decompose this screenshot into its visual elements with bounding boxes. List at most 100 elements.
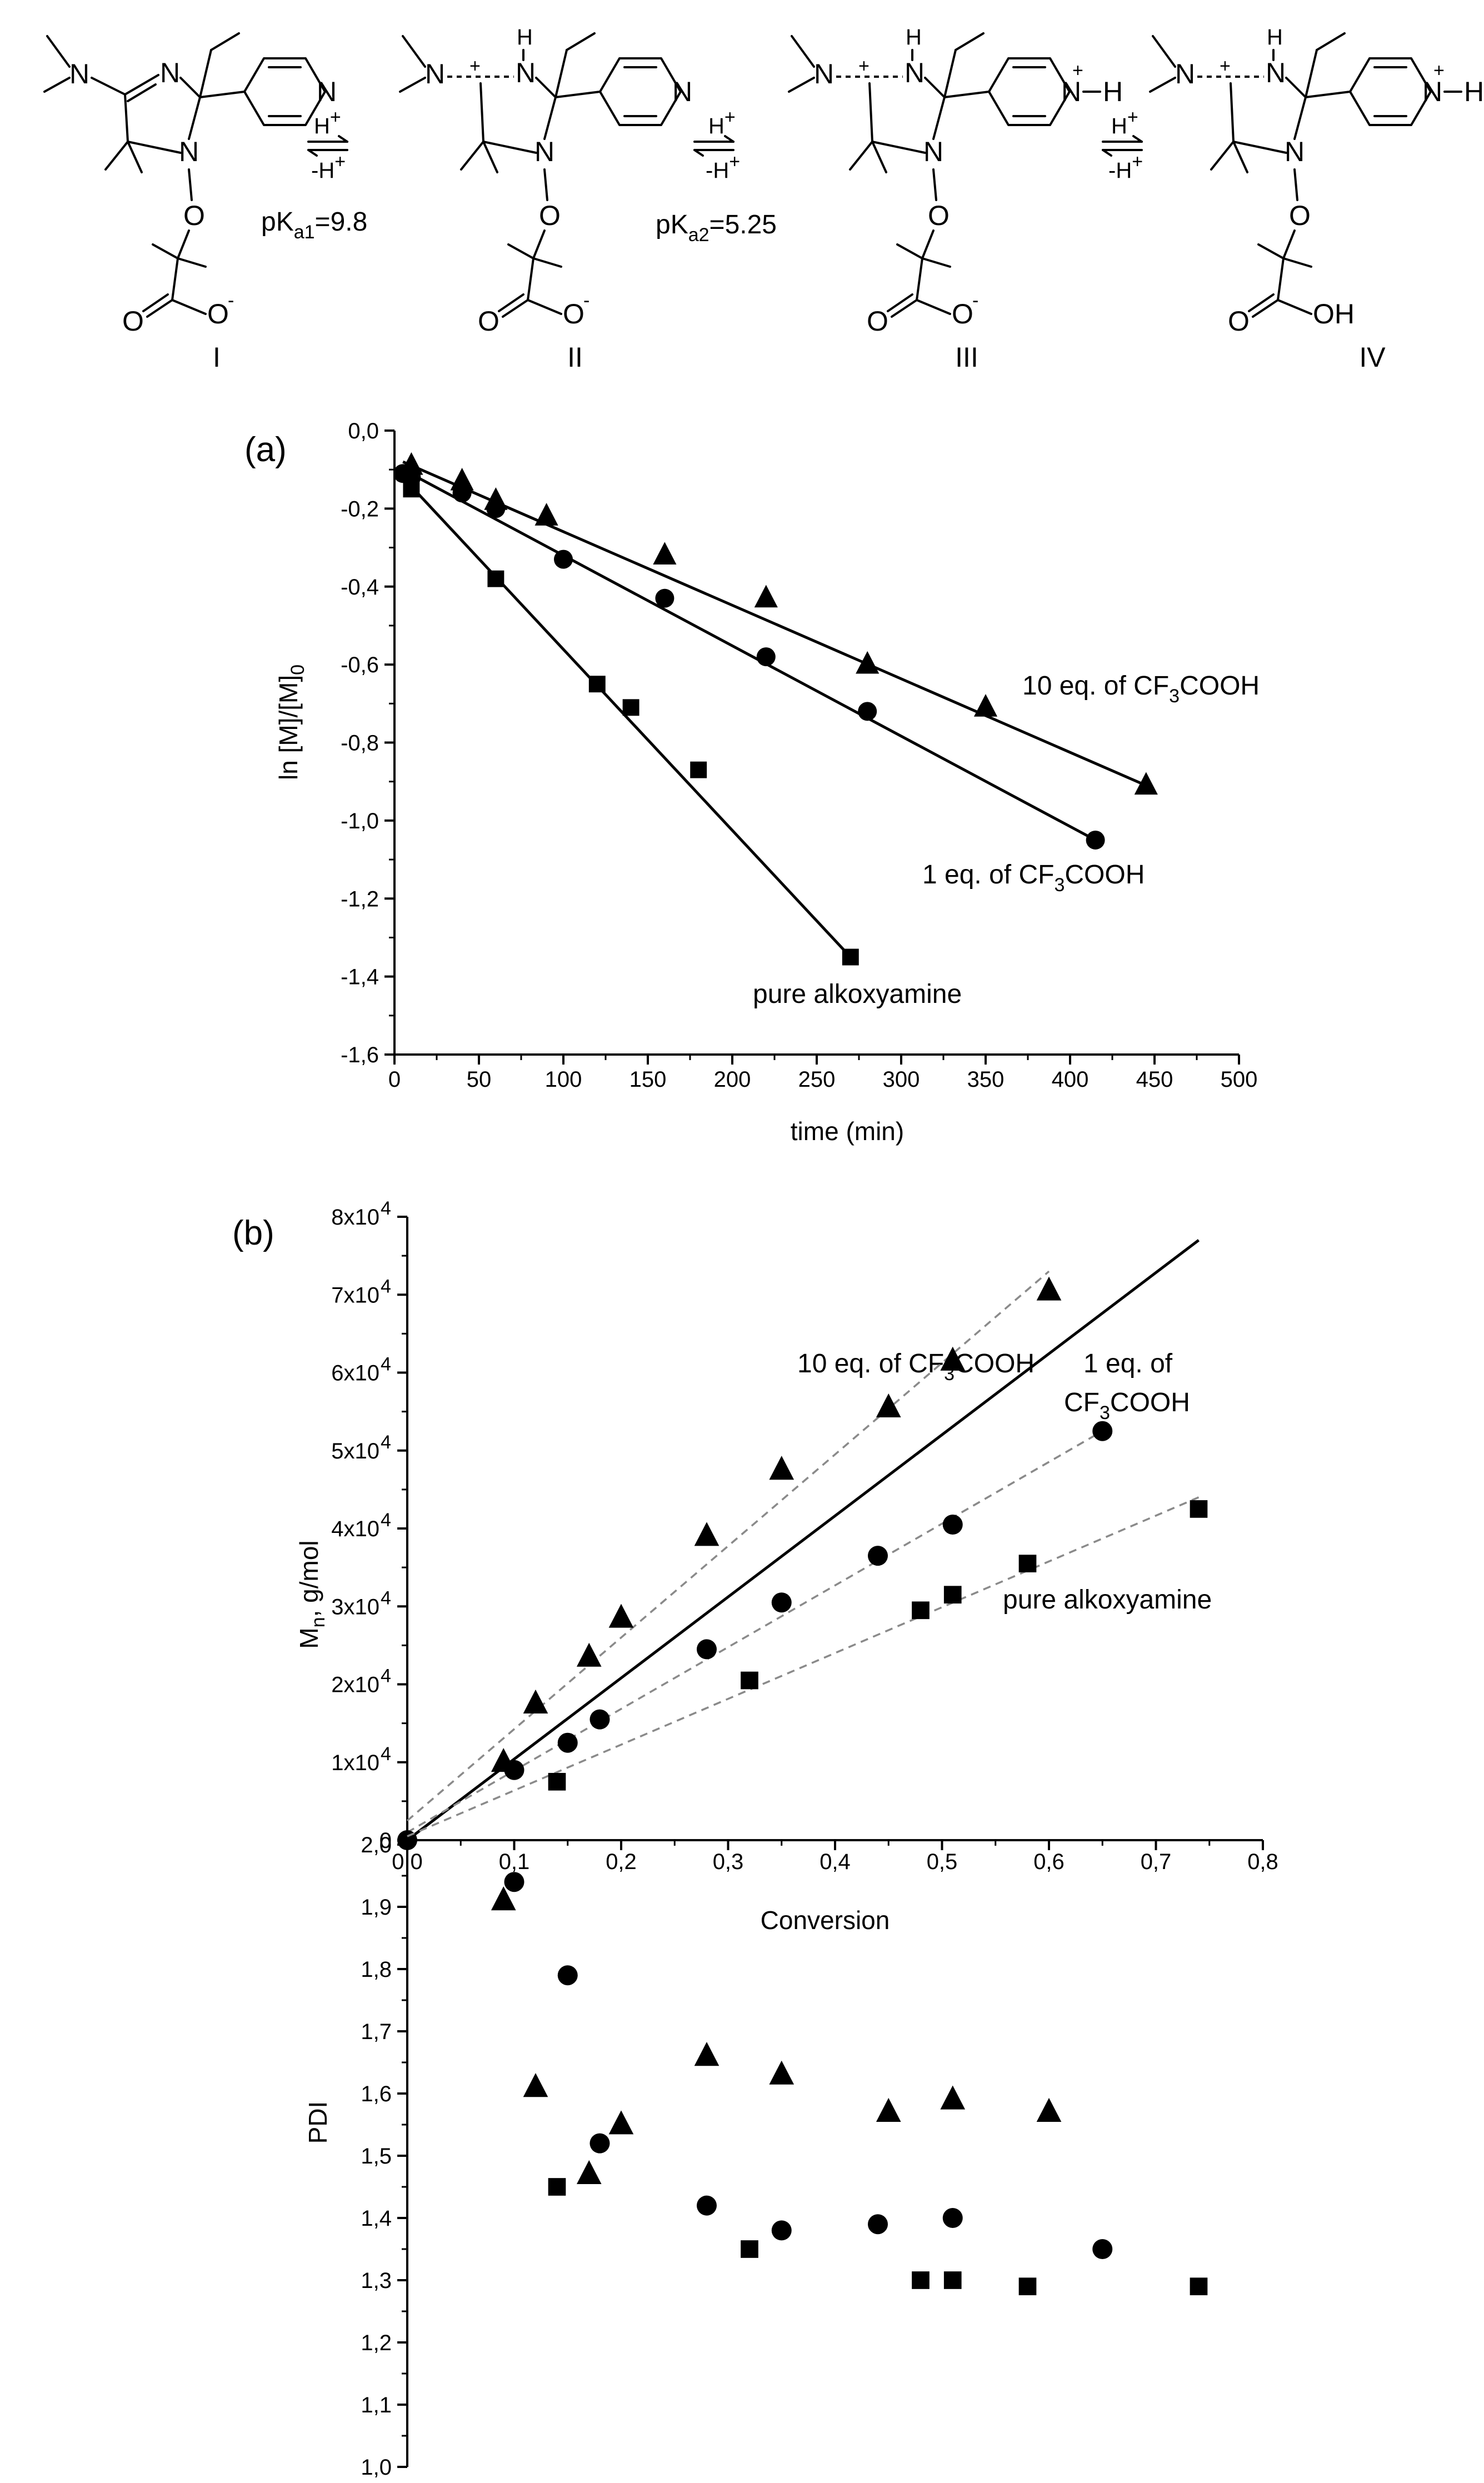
- charge-minus: -: [972, 290, 978, 311]
- data-point-square: [487, 570, 504, 587]
- y-tick-label: -1,6: [341, 1043, 379, 1067]
- data-point-square: [1190, 1500, 1208, 1518]
- atom-N: N: [69, 58, 89, 89]
- x-tick-label: 100: [545, 1067, 582, 1092]
- atom-N: N: [425, 58, 445, 89]
- data-point-triangle: [1036, 2097, 1062, 2122]
- y-tick-label: -1,4: [341, 965, 379, 990]
- panel-label-b: (b): [232, 1214, 274, 1252]
- data-point-circle: [771, 1592, 792, 1613]
- data-point-circle: [504, 1872, 524, 1892]
- y-tick-label: -0,2: [341, 497, 379, 521]
- x-axis-label: time (min): [791, 1117, 904, 1146]
- chart-a-kinetics: (a) ln [M]/[M]0 time (min) 10 eq. of CF3…: [244, 419, 1260, 1146]
- y-tick-label: 1,5: [361, 2144, 392, 2169]
- data-point-triangle: [769, 2060, 795, 2085]
- fit-line: [402, 460, 1147, 787]
- atom-N: N: [1266, 57, 1286, 88]
- atom-OH: OH: [1313, 298, 1355, 329]
- data-point-circle: [655, 588, 674, 608]
- data-point-circle: [486, 499, 506, 518]
- y-axis-label: Mn, g/mol: [294, 1540, 329, 1648]
- data-point-square: [912, 2271, 930, 2289]
- atom-O: O: [928, 200, 950, 231]
- y-tick-label: 1,9: [361, 1895, 392, 1920]
- atom-N: N: [814, 58, 834, 89]
- data-point-square: [741, 1671, 758, 1690]
- charge-plus: +: [858, 56, 870, 77]
- y-tick-label: -1,0: [341, 809, 379, 833]
- series-label-1eq: 1 eq. of: [1083, 1349, 1173, 1378]
- y-tick-exponent: 4: [381, 1587, 391, 1608]
- atom-O: O: [207, 298, 229, 329]
- series-label-pure: pure alkoxyamine: [753, 980, 962, 1009]
- y-axis-label: PDI: [303, 2101, 332, 2144]
- y-tick-label: 1,0: [361, 2455, 392, 2480]
- atom-N: N: [1422, 76, 1442, 107]
- forward-label: H+: [708, 107, 736, 138]
- data-point-square: [548, 1772, 566, 1791]
- atom-O: O: [952, 298, 973, 329]
- data-point-circle: [1092, 1421, 1113, 1441]
- atom-N: N: [160, 57, 180, 88]
- species-label-II: II: [567, 342, 583, 373]
- x-tick-label: 0,8: [1247, 1850, 1278, 1874]
- fit-line: [402, 468, 1096, 842]
- data-point-triangle: [523, 2073, 548, 2097]
- data-point-circle: [858, 702, 877, 721]
- data-point-circle: [589, 2133, 610, 2154]
- y-tick-label: -1,2: [341, 887, 379, 911]
- x-tick-label: 350: [967, 1067, 1005, 1092]
- y-tick-label: 1,1: [361, 2393, 392, 2417]
- data-point-square: [1018, 2277, 1037, 2296]
- data-point-circle: [557, 1732, 578, 1753]
- data-point-triangle: [694, 2042, 719, 2066]
- structure-II: N + N H N N O: [399, 25, 692, 373]
- data-point-triangle: [754, 584, 778, 608]
- atom-N: N: [1175, 58, 1195, 89]
- data-point-square: [548, 2178, 566, 2196]
- data-point-square: [842, 948, 859, 966]
- x-axis-label: Conversion: [761, 1906, 890, 1935]
- data-point-triangle: [1036, 1276, 1062, 1301]
- x-tick-label: 0: [388, 1067, 401, 1092]
- pka2-label: pKa2=5.25: [656, 210, 777, 246]
- atom-H: H: [1464, 76, 1484, 107]
- data-point-triangle: [653, 542, 677, 565]
- data-point-circle: [942, 2208, 963, 2228]
- theoretical-line: [406, 1239, 1200, 1841]
- x-tick-label: 300: [883, 1067, 920, 1092]
- atom-N: N: [179, 136, 199, 167]
- x-tick-label: 50: [467, 1067, 492, 1092]
- x-tick-label: 450: [1136, 1067, 1173, 1092]
- atom-O: O: [183, 200, 205, 231]
- data-point-triangle: [450, 468, 474, 491]
- data-point-triangle: [973, 694, 998, 717]
- y-tick-label: 5x10: [331, 1439, 379, 1463]
- charge-plus: +: [1072, 60, 1083, 81]
- charge-plus: +: [469, 56, 481, 77]
- y-tick-label: 3x10: [331, 1595, 379, 1619]
- species-label-I: I: [213, 342, 221, 373]
- data-point-triangle: [608, 1603, 634, 1628]
- data-point-triangle: [940, 1346, 966, 1371]
- y-tick-label: 2,0: [361, 1833, 392, 1857]
- series-label-10eq: 10 eq. of CF3COOH: [797, 1349, 1035, 1385]
- x-tick-label: 200: [714, 1067, 751, 1092]
- y-tick-label: 1,4: [361, 2206, 392, 2231]
- data-point-square: [741, 2240, 758, 2258]
- data-point-triangle: [856, 651, 880, 674]
- series-label-1eq: 1 eq. of CF3COOH: [922, 860, 1145, 896]
- atom-H: H: [517, 25, 533, 49]
- x-tick-label: 400: [1052, 1067, 1089, 1092]
- y-tick-exponent: 4: [381, 1510, 391, 1531]
- y-tick-label: 4x10: [331, 1517, 379, 1541]
- forward-label: H+: [314, 107, 341, 138]
- data-point-triangle: [523, 1689, 548, 1713]
- species-label-IV: IV: [1359, 342, 1386, 373]
- atom-N: N: [672, 76, 692, 107]
- structure-III: N + N H N N + H O: [788, 25, 1123, 373]
- data-point-square: [622, 699, 639, 716]
- species-label-III: III: [955, 342, 978, 373]
- data-point-triangle: [769, 1456, 795, 1480]
